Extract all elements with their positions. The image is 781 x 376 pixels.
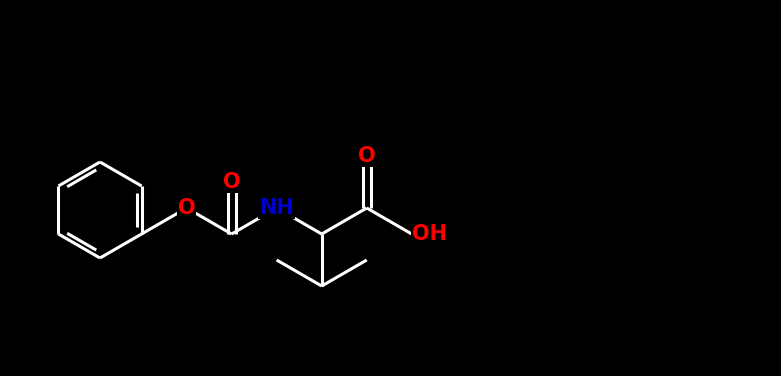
Text: NH: NH	[259, 198, 294, 218]
Text: O: O	[178, 198, 195, 218]
Text: O: O	[223, 172, 241, 192]
Text: OH: OH	[412, 224, 447, 244]
Text: O: O	[358, 146, 376, 166]
